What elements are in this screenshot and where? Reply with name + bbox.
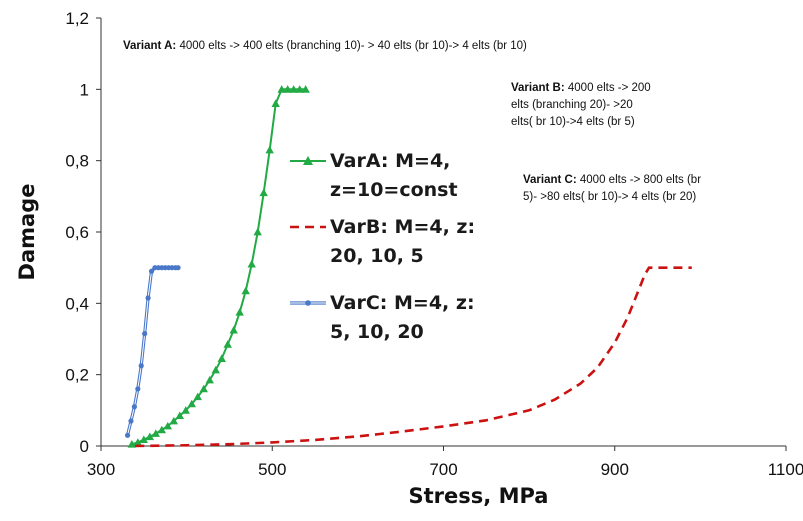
y-tick-label: 0 [80, 437, 89, 456]
data-point [181, 406, 190, 414]
legend-swatch-2 [290, 300, 326, 306]
legend-varb-line1: VarB: M=4, z: [330, 216, 476, 238]
data-point [187, 399, 196, 408]
x-tick-label: 300 [87, 460, 115, 479]
data-point [223, 340, 232, 348]
x-tick-label: 500 [258, 460, 286, 479]
data-point [193, 392, 202, 401]
legend-swatch-0 [290, 156, 326, 165]
data-point [283, 85, 292, 93]
data-point [148, 268, 155, 274]
data-point [138, 363, 144, 369]
data-point [131, 404, 137, 410]
y-tick-label: 0,6 [65, 223, 89, 242]
chart-axes: 0 0,2 0,4 0,6 0,8 1 1,2 300 500 700 900 1100 Stress,… [15, 9, 803, 508]
legend-lines [290, 156, 326, 306]
legend-entry-varc: VarC: M=4, z: 5, 10, 20 [330, 289, 475, 347]
data-point [289, 85, 298, 93]
data-point [163, 421, 172, 430]
data-point [247, 259, 256, 268]
data-point [211, 365, 220, 374]
y-tick-label: 0,4 [65, 294, 89, 313]
y-tick-label: 0,2 [65, 366, 89, 385]
data-point [295, 85, 304, 93]
legend-marker [305, 300, 311, 306]
data-point [235, 308, 244, 316]
data-point [205, 375, 214, 384]
annotation-variant-b-label: Variant B: [511, 82, 565, 94]
series-2 [124, 265, 181, 438]
series-line [125, 266, 179, 436]
data-point [175, 411, 184, 420]
data-point [135, 386, 141, 392]
data-point [265, 145, 274, 154]
data-point [229, 325, 238, 334]
x-axis-title: Stress, MPa [409, 484, 549, 508]
data-point [271, 99, 280, 107]
data-point [253, 227, 262, 236]
data-point [199, 384, 208, 393]
data-point [175, 265, 181, 271]
legend-marker [303, 156, 313, 165]
data-point [241, 286, 250, 295]
legend-vara-line1: VarA: M=4, [330, 150, 451, 172]
annotation-variant-c: Variant C: 4000 elts -> 800 elts (br 5)-… [523, 172, 701, 206]
annotation-variant-b-line2: elts (branching 20)- >20 [511, 99, 633, 111]
annotation-variant-b-line1: 4000 elts -> 200 [567, 82, 651, 94]
series-layer [124, 85, 692, 448]
y-tick-label: 1,2 [65, 9, 89, 28]
annotation-variant-c-line1: 4000 elts -> 800 elts (br [579, 174, 702, 186]
annotation-variant-a: Variant A: 4000 elts -> 400 elts (branch… [123, 38, 527, 55]
annotation-variant-c-line2: 5)- >80 elts( br 10)-> 4 elts (br 20) [523, 191, 697, 203]
y-tick-label: 0,8 [65, 152, 89, 171]
series-line [135, 266, 692, 448]
annotation-variant-c-label: Variant C: [523, 174, 577, 186]
data-point [145, 432, 155, 441]
data-point [301, 85, 310, 93]
x-tick-label: 900 [601, 460, 629, 479]
data-point [142, 331, 148, 337]
annotation-variant-a-text: 4000 elts -> 400 elts (branching 10)- > … [179, 40, 527, 52]
series-1 [135, 266, 692, 448]
annotation-variant-b-line3: elts( br 10)->4 elts (br 5) [511, 116, 635, 128]
y-tick-label: 1 [80, 80, 89, 99]
data-point [133, 438, 143, 446]
y-axis-title: Damage [15, 184, 39, 281]
x-tick-label: 700 [429, 460, 457, 479]
data-point [139, 435, 149, 443]
legend-varb-line2: 20, 10, 5 [330, 245, 424, 267]
annotation-variant-a-label: Variant A: [123, 40, 177, 52]
x-tick-label: 1100 [768, 460, 803, 479]
annotation-variant-b: Variant B: 4000 elts -> 200 elts (branch… [511, 80, 651, 131]
data-point [259, 188, 268, 197]
legend-entry-vara: VarA: M=4, z=10=const [330, 147, 458, 205]
data-point [169, 416, 178, 425]
data-point [157, 425, 166, 434]
legend-varc-line2: 5, 10, 20 [330, 321, 424, 343]
legend-vara-line2: z=10=const [330, 179, 458, 201]
data-point [277, 85, 286, 93]
data-point [128, 418, 134, 424]
legend-entry-varb: VarB: M=4, z: 20, 10, 5 [330, 213, 475, 271]
data-point [124, 432, 131, 438]
data-point [151, 429, 160, 437]
data-point [145, 295, 151, 301]
series-0 [127, 85, 310, 448]
data-point [217, 354, 226, 362]
legend-varc-line1: VarC: M=4, z: [330, 292, 475, 314]
